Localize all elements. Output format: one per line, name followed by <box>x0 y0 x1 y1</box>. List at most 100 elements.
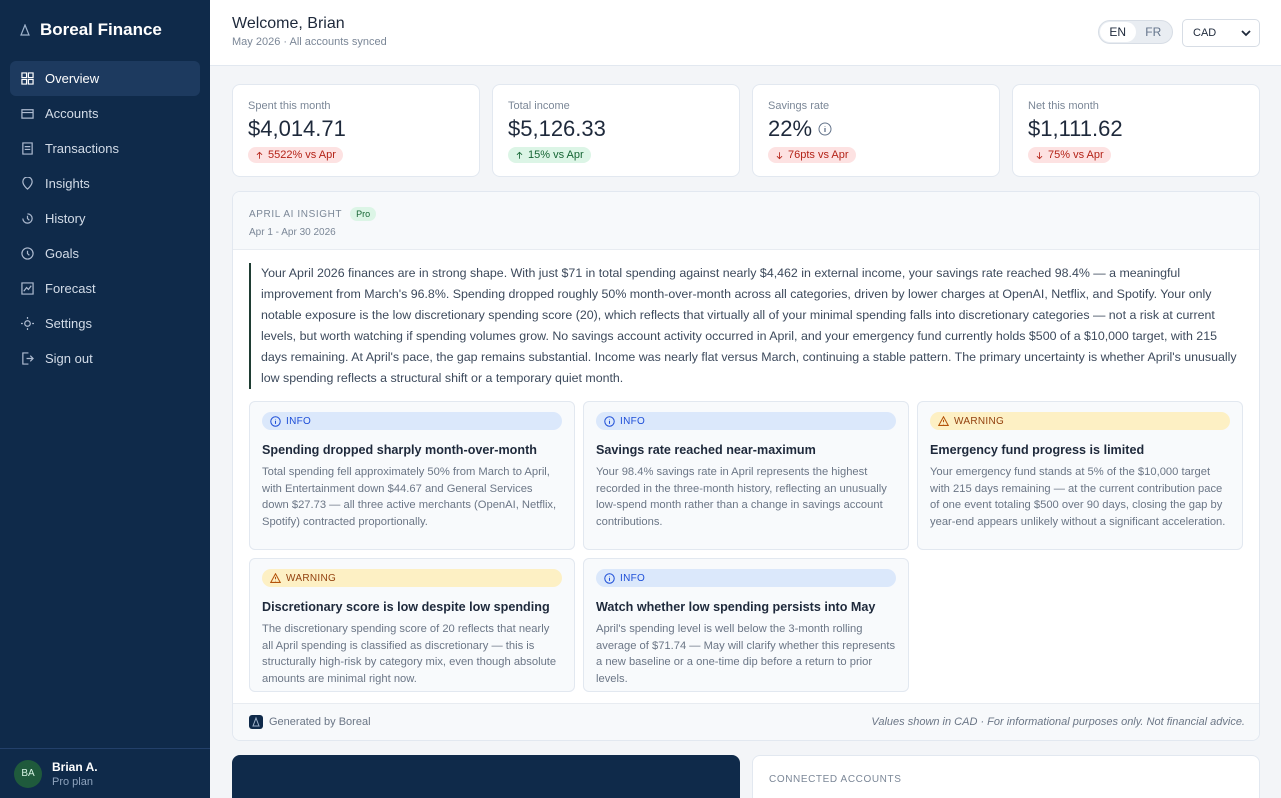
icon-shape <box>516 151 523 159</box>
currency-value: CAD <box>1193 27 1217 39</box>
icon-shape <box>938 415 949 426</box>
language-option[interactable]: EN <box>1100 22 1136 42</box>
pro-badge: Pro <box>350 207 377 221</box>
icon <box>21 317 34 330</box>
connected-accounts: CONNECTED ACCOUNTS <box>752 755 1260 798</box>
icon <box>22 177 33 190</box>
insight-summary: Your April 2026 finances are in strong s… <box>249 263 1245 389</box>
icon <box>21 72 34 85</box>
user-name: Brian A. <box>52 759 98 774</box>
nav: Overview Accounts Transactions Insights Hist… <box>10 61 200 376</box>
icon <box>21 282 34 295</box>
insight-tag: INFO <box>596 412 896 430</box>
nav-item[interactable]: Accounts <box>10 96 200 131</box>
nav-label: History <box>45 211 86 226</box>
kpi-label: Savings rate <box>768 100 830 112</box>
icon <box>776 151 783 159</box>
brand-logo <box>20 24 30 36</box>
icon <box>270 572 281 583</box>
insight-card: WARNING Discretionary score is low despit… <box>249 558 575 692</box>
user-plan: Pro plan <box>52 775 93 788</box>
nav-label: Sign out <box>45 351 93 366</box>
brand[interactable]: Boreal Finance <box>20 20 162 40</box>
kpi-label: Spent this month <box>248 100 331 112</box>
insight-card-body: Total spending fell approximately 50% fr… <box>262 466 557 528</box>
info-circle <box>818 122 832 136</box>
icon <box>256 151 263 159</box>
user-profile[interactable]: BA Brian A. Pro plan <box>0 748 210 798</box>
generated-text: Generated by Boreal <box>269 716 371 728</box>
icon-shape <box>21 317 34 330</box>
insight-card-body: Your 98.4% savings rate in April represe… <box>596 466 887 528</box>
icon-shape <box>776 151 783 159</box>
insight-tag: WARNING <box>262 569 562 587</box>
icon <box>22 213 33 224</box>
info-icon[interactable] <box>818 122 832 136</box>
user-info: Brian A. Pro plan <box>52 760 98 788</box>
insight-kind: INFO <box>620 572 646 584</box>
boreal-icon <box>249 715 263 729</box>
insight-period: Apr 1 - Apr 30 2026 <box>249 227 336 238</box>
icon-shape <box>604 415 615 427</box>
insight-kind: WARNING <box>286 572 337 584</box>
kpi-card: Spent this month $4,014.71 5522% vs Apr <box>232 84 480 177</box>
nav-label: Settings <box>45 316 92 331</box>
language-option[interactable]: FR <box>1145 25 1162 39</box>
welcome-title: Welcome, Brian <box>232 15 345 32</box>
icon-shape <box>21 282 34 295</box>
accounts-title: CONNECTED ACCOUNTS <box>769 774 902 785</box>
insight-tag: WARNING <box>930 412 1230 430</box>
icon <box>22 142 33 155</box>
insight-cards: INFO Spending dropped sharply month-over-… <box>249 401 1243 692</box>
insight-card: WARNING Emergency fund progress is limite… <box>917 401 1243 550</box>
insight-kind: WARNING <box>954 415 1005 427</box>
icon-shape <box>22 352 34 365</box>
icon <box>270 415 281 427</box>
insight-card-title: Savings rate reached near-maximum <box>596 443 816 457</box>
generated-by: Generated by Boreal <box>249 715 371 729</box>
chevron <box>1241 30 1251 37</box>
currency-select[interactable]: CAD <box>1182 19 1260 47</box>
insight-title-row: APRIL AI INSIGHT Pro <box>249 207 1243 221</box>
icon-shape <box>256 151 263 159</box>
insight-kind: INFO <box>286 415 312 427</box>
nav-label: Forecast <box>45 281 96 296</box>
kpi-change-text: 76pts vs Apr <box>788 149 849 161</box>
nav-item[interactable]: Goals <box>10 236 200 271</box>
insight-card-title: Emergency fund progress is limited <box>930 443 1145 457</box>
nav-item[interactable]: Overview <box>10 61 200 96</box>
insight-kind: INFO <box>620 415 646 427</box>
nav-item[interactable]: History <box>10 201 200 236</box>
insight-title: APRIL AI INSIGHT <box>249 208 343 220</box>
nav-item[interactable]: Insights <box>10 166 200 201</box>
icon <box>938 415 949 426</box>
icon <box>21 247 34 260</box>
insight-tag: INFO <box>262 412 562 430</box>
kpi-value-row: 22% <box>768 116 984 142</box>
kpi-value: 22% <box>768 116 813 141</box>
kpi-card: Net this month $1,111.62 75% vs Apr <box>1012 84 1260 177</box>
kpi-change-text: 5522% vs Apr <box>268 149 336 161</box>
icon <box>1036 151 1043 159</box>
insight-header: APRIL AI INSIGHT Pro Apr 1 - Apr 30 2026 <box>233 192 1259 250</box>
kpi-label: Net this month <box>1028 100 1099 112</box>
insight-card-title: Discretionary score is low despite low s… <box>262 600 550 614</box>
icon-shape <box>21 72 34 85</box>
nav-item[interactable]: Sign out <box>10 341 200 376</box>
insight-card-title: Watch whether low spending persists into… <box>596 600 876 614</box>
nav-item[interactable]: Forecast <box>10 271 200 306</box>
insight-panel: APRIL AI INSIGHT Pro Apr 1 - Apr 30 2026… <box>232 191 1260 741</box>
kpi-value-row: $5,126.33 <box>508 116 724 142</box>
icon <box>604 415 615 427</box>
nav-item[interactable]: Transactions <box>10 131 200 166</box>
insight-card-title: Spending dropped sharply month-over-mont… <box>262 443 537 457</box>
header: Welcome, Brian May 2026 · All accounts s… <box>210 0 1281 66</box>
disclaimer: Values shown in CAD · For informational … <box>871 716 1245 728</box>
kpi-change: 15% vs Apr <box>508 147 591 163</box>
nav-label: Goals <box>45 246 79 261</box>
kpi-change: 76pts vs Apr <box>768 147 856 163</box>
nav-label: Insights <box>45 176 90 191</box>
insight-footer: Generated by Boreal Values shown in CAD … <box>233 703 1259 740</box>
nav-item[interactable]: Settings <box>10 306 200 341</box>
